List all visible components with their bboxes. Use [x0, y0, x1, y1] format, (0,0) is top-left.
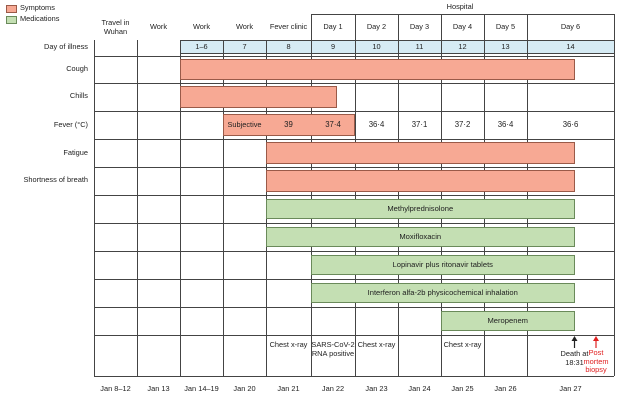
- day-of-illness-band: [180, 40, 614, 54]
- row-divider: [94, 139, 614, 140]
- day-of-illness-value: 13: [501, 42, 510, 51]
- medication-label: Meropenem: [487, 316, 529, 325]
- date-label: Jan 23: [365, 384, 388, 393]
- medication-label: Moxifloxacin: [399, 232, 442, 241]
- medication-label: Interferon alfa-2b physicochemical inhal…: [367, 288, 518, 297]
- medication-bar: [266, 227, 575, 247]
- medication-label: Lopinavir plus ritonavir tablets: [392, 260, 493, 269]
- day-of-illness-value: 14: [566, 42, 575, 51]
- medication-bar: [311, 255, 575, 275]
- day-of-illness-value: 10: [372, 42, 381, 51]
- fever-subjective: Subjective: [227, 120, 262, 129]
- row-divider: [94, 195, 614, 196]
- medication-bar: [266, 199, 575, 219]
- legend-symptoms-swatch: [6, 5, 17, 13]
- medication-bar: [311, 283, 575, 303]
- fever-temperature: 39: [284, 120, 293, 129]
- date-label: Jan 24: [408, 384, 431, 393]
- column-divider: [137, 40, 138, 376]
- event-label: SARS-CoV-2 RNA positive: [311, 340, 355, 358]
- date-label: Jan 27: [559, 384, 582, 393]
- date-label: Jan 8–12: [100, 384, 131, 393]
- hospital-label: Hospital: [446, 2, 474, 11]
- column-divider: [94, 40, 95, 376]
- row-divider: [94, 111, 614, 112]
- date-label: Jan 20: [233, 384, 256, 393]
- legend-symptoms-label: Symptoms: [20, 3, 55, 12]
- column-divider: [180, 40, 181, 376]
- date-label: Jan 14–19: [184, 384, 219, 393]
- date-label: Jan 13: [147, 384, 170, 393]
- row-label-fever: Fever (°C): [53, 120, 88, 129]
- day-of-illness-value: 9: [330, 42, 336, 51]
- fever-temperature: 36·4: [497, 120, 514, 129]
- post-mortem-biopsy-label: Post mortem biopsy: [583, 348, 609, 375]
- fever-temperature: 37·1: [411, 120, 428, 129]
- death-label: Death at 18:31: [560, 349, 589, 367]
- column-phase-label: Day 3: [409, 22, 430, 31]
- day-of-illness-value: 1–6: [195, 42, 208, 51]
- column-phase-label: Day 6: [560, 22, 581, 31]
- event-label: Chest x-ray: [443, 340, 482, 349]
- column-phase-label: Day 5: [495, 22, 516, 31]
- date-label: Jan 21: [277, 384, 300, 393]
- day-of-illness-value: 12: [458, 42, 467, 51]
- biopsy-arrow-head: [593, 336, 599, 341]
- day-of-illness-value: 7: [242, 42, 247, 51]
- fever-temperature: 36·6: [562, 120, 579, 129]
- day-of-illness-value: 11: [415, 42, 424, 51]
- date-label: Jan 26: [494, 384, 517, 393]
- fever-temperature: 37·2: [454, 120, 471, 129]
- column-phase-label: Day 2: [366, 22, 387, 31]
- legend-medications-label: Medications: [20, 14, 60, 23]
- row-divider: [94, 251, 614, 252]
- row-label-chills: Chills: [69, 91, 88, 100]
- column-phase-label: Work: [149, 22, 168, 31]
- row-divider: [94, 335, 614, 336]
- day-of-illness-value: 8: [286, 42, 291, 51]
- column-phase-label: Day 4: [452, 22, 473, 31]
- medication-label: Methylprednisolone: [387, 204, 454, 213]
- column-phase-label: Fever clinic: [269, 22, 308, 31]
- legend-medications-swatch: [6, 16, 17, 24]
- fever-temperature: 36·4: [368, 120, 385, 129]
- column-phase-label: Work: [192, 22, 211, 31]
- row-divider: [94, 56, 614, 57]
- column-divider: [223, 40, 224, 376]
- symptom-bar-cough: [180, 59, 575, 80]
- column-phase-label: Work: [235, 22, 254, 31]
- symptom-bar-sob: [266, 170, 575, 192]
- row-divider: [94, 83, 614, 84]
- hospital-bracket: [311, 14, 614, 15]
- column-divider: [614, 14, 615, 376]
- row-divider: [94, 279, 614, 280]
- day-of-illness-label: Day of illness: [44, 42, 88, 51]
- column-phase-label: Travel in Wuhan: [101, 18, 130, 36]
- row-divider: [94, 307, 614, 308]
- fever-bar: [223, 114, 355, 136]
- row-label-fatigue: Fatigue: [63, 148, 88, 157]
- column-phase-label: Day 1: [323, 22, 343, 31]
- row-label-cough: Cough: [66, 64, 88, 73]
- death-arrow-head: [571, 336, 578, 341]
- row-divider: [94, 167, 614, 168]
- medication-bar: [441, 311, 575, 331]
- symptom-bar-chills: [180, 86, 337, 108]
- row-divider: [94, 376, 614, 377]
- row-label-shortness-of-breath: Shortness of breath: [23, 175, 88, 184]
- date-label: Jan 22: [321, 384, 345, 393]
- event-label: Chest x-ray: [269, 340, 308, 349]
- event-label: Chest x-ray: [357, 340, 396, 349]
- symptom-bar-fatigue: [266, 142, 575, 164]
- date-label: Jan 25: [451, 384, 474, 393]
- row-divider: [94, 223, 614, 224]
- fever-temperature: 37·4: [325, 120, 341, 129]
